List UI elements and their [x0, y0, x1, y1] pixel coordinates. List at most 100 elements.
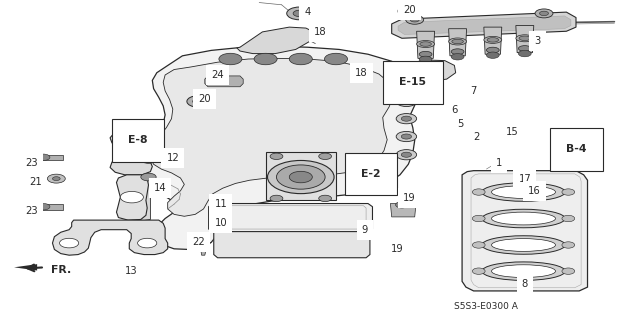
Ellipse shape: [451, 49, 464, 55]
Circle shape: [472, 189, 485, 195]
Polygon shape: [209, 204, 372, 232]
Polygon shape: [205, 76, 243, 87]
Text: FR.: FR.: [51, 264, 72, 275]
Ellipse shape: [482, 209, 565, 228]
Circle shape: [141, 138, 156, 146]
Text: 9: 9: [362, 225, 368, 235]
Polygon shape: [141, 46, 419, 249]
Circle shape: [324, 53, 348, 65]
Circle shape: [254, 53, 277, 65]
Polygon shape: [398, 16, 571, 34]
Polygon shape: [116, 175, 148, 220]
Text: 8: 8: [522, 279, 528, 289]
Text: 19: 19: [390, 244, 403, 254]
Text: 20: 20: [403, 4, 416, 15]
Polygon shape: [403, 60, 456, 81]
Polygon shape: [200, 242, 208, 255]
Polygon shape: [484, 27, 502, 54]
Polygon shape: [417, 31, 435, 58]
Polygon shape: [516, 26, 534, 53]
Circle shape: [141, 156, 156, 163]
Circle shape: [540, 11, 548, 16]
Circle shape: [406, 15, 424, 24]
Polygon shape: [266, 152, 336, 200]
Ellipse shape: [452, 39, 463, 44]
Circle shape: [276, 165, 325, 189]
Polygon shape: [390, 204, 416, 217]
Circle shape: [270, 153, 283, 160]
Text: 20: 20: [198, 94, 211, 104]
Circle shape: [287, 7, 312, 20]
Circle shape: [396, 202, 408, 208]
Circle shape: [289, 171, 312, 183]
Circle shape: [396, 131, 417, 142]
Circle shape: [518, 50, 531, 57]
Circle shape: [219, 53, 242, 65]
Text: 7: 7: [470, 86, 477, 96]
Circle shape: [401, 116, 412, 121]
Circle shape: [401, 134, 412, 139]
Ellipse shape: [419, 51, 432, 57]
Text: 22: 22: [192, 237, 205, 248]
Ellipse shape: [482, 236, 565, 254]
Circle shape: [472, 215, 485, 222]
Text: 18: 18: [314, 27, 326, 37]
Ellipse shape: [482, 183, 565, 201]
Text: 1: 1: [496, 158, 502, 168]
Ellipse shape: [519, 36, 531, 41]
Circle shape: [138, 238, 157, 248]
Text: 23: 23: [26, 205, 38, 216]
Polygon shape: [110, 130, 152, 175]
Text: 3: 3: [534, 36, 541, 47]
Text: E-2: E-2: [362, 169, 381, 179]
Circle shape: [562, 215, 575, 222]
Circle shape: [401, 152, 412, 157]
Text: 12: 12: [166, 153, 179, 163]
Text: 17: 17: [518, 174, 531, 184]
Polygon shape: [40, 204, 63, 210]
Circle shape: [141, 173, 156, 181]
Circle shape: [319, 195, 332, 202]
Polygon shape: [392, 12, 576, 38]
Circle shape: [535, 9, 553, 18]
Circle shape: [52, 177, 60, 181]
Circle shape: [270, 195, 283, 202]
Text: 15: 15: [506, 127, 518, 137]
Circle shape: [396, 114, 417, 124]
Circle shape: [472, 242, 485, 248]
Circle shape: [268, 160, 334, 194]
Circle shape: [451, 54, 464, 60]
Text: 11: 11: [214, 199, 227, 209]
Circle shape: [37, 204, 50, 210]
Ellipse shape: [449, 38, 467, 45]
Circle shape: [193, 99, 204, 104]
Text: 24: 24: [211, 70, 224, 80]
Ellipse shape: [487, 38, 499, 42]
Circle shape: [120, 191, 143, 203]
Text: 14: 14: [154, 183, 166, 193]
Text: 10: 10: [214, 218, 227, 228]
Text: E-8: E-8: [128, 135, 147, 145]
Circle shape: [396, 96, 417, 107]
Polygon shape: [131, 175, 150, 221]
Ellipse shape: [484, 36, 502, 43]
Polygon shape: [150, 58, 394, 216]
Circle shape: [37, 154, 50, 160]
Circle shape: [472, 268, 485, 274]
Circle shape: [562, 242, 575, 248]
Circle shape: [562, 189, 575, 195]
Ellipse shape: [420, 42, 431, 46]
Circle shape: [319, 153, 332, 160]
Circle shape: [401, 99, 412, 104]
Polygon shape: [40, 155, 63, 160]
Polygon shape: [449, 29, 467, 56]
Ellipse shape: [482, 262, 565, 280]
Circle shape: [289, 53, 312, 65]
Ellipse shape: [486, 47, 499, 53]
Circle shape: [141, 121, 156, 128]
Circle shape: [119, 145, 147, 160]
Text: S5S3-E0300 A: S5S3-E0300 A: [454, 302, 518, 311]
Circle shape: [60, 238, 79, 248]
Text: B-4: B-4: [566, 144, 586, 154]
Circle shape: [403, 9, 413, 14]
